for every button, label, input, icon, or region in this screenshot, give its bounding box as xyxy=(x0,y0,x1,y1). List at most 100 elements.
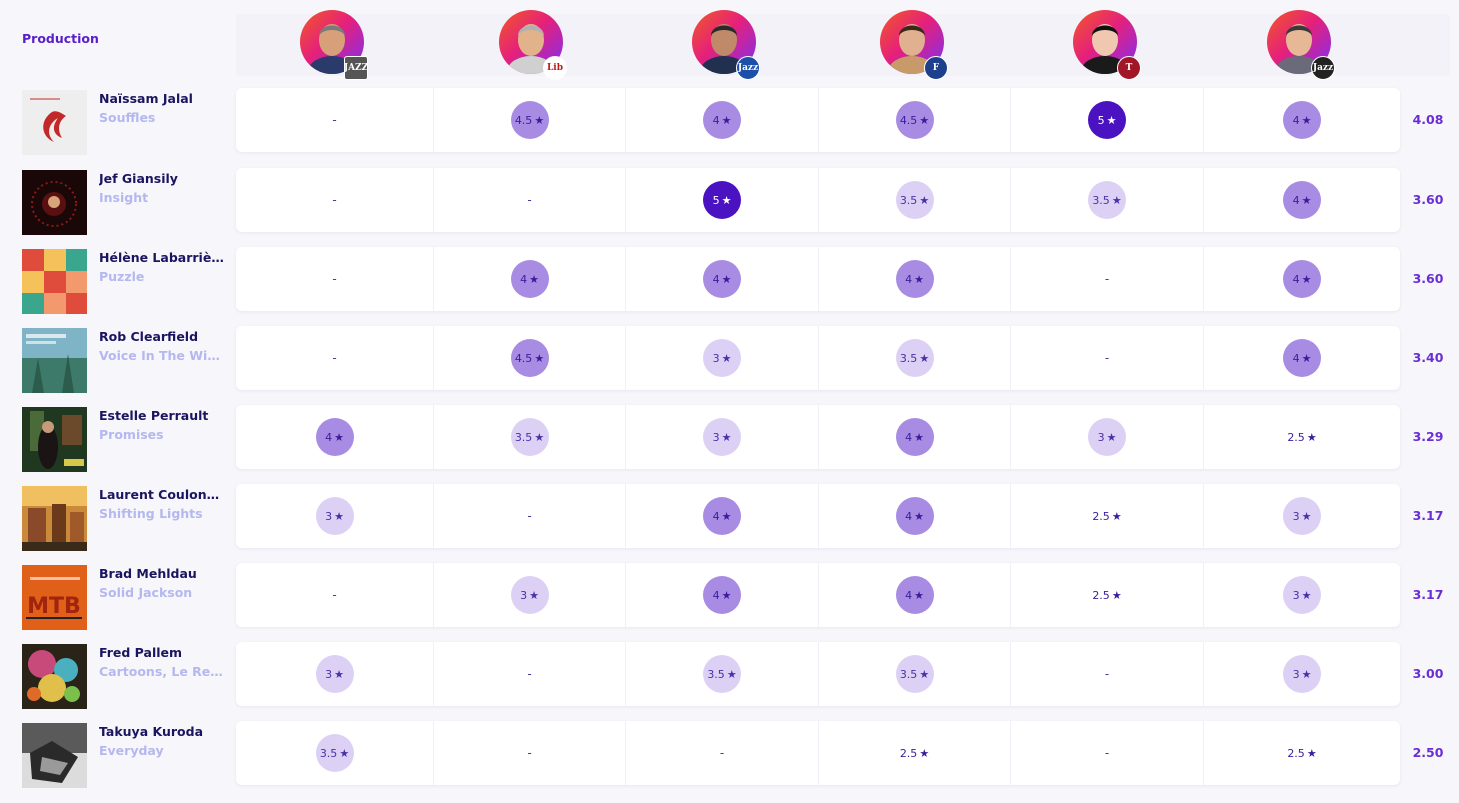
rating-badge[interactable]: 2.5 ★ xyxy=(1287,747,1316,760)
rating-badge[interactable]: 2.5 ★ xyxy=(900,747,929,760)
album-cover[interactable] xyxy=(22,170,87,235)
table-row[interactable]: MTB Brad Mehldau Solid Jackson - 3 ★ 4 ★ 4 ★ 2.5 ★ 3… xyxy=(0,563,1459,630)
rating-cell: 2.5 ★ xyxy=(1010,484,1203,548)
album-cover[interactable] xyxy=(22,723,87,788)
album-cover[interactable] xyxy=(22,328,87,393)
rating-badge[interactable]: 4 ★ xyxy=(1283,181,1321,219)
rating-badge[interactable]: 4 ★ xyxy=(1283,101,1321,139)
rating-badge[interactable]: 3.5 ★ xyxy=(895,339,934,377)
table-row[interactable]: Takuya Kuroda Everyday 3.5 ★ - -2.5 ★ -2.5 ★ 2.50 xyxy=(0,721,1459,788)
table-row[interactable]: Rob Clearfield Voice In The Wild... -4.5 ★ 3… xyxy=(0,326,1459,393)
rating-badge[interactable]: 3.5 ★ xyxy=(895,181,934,219)
rating-badge[interactable]: 4 ★ xyxy=(895,260,934,298)
rating-cell: - xyxy=(433,484,625,548)
album-title[interactable]: Insight xyxy=(99,190,149,205)
rating-badge[interactable]: 3 ★ xyxy=(1283,655,1321,693)
rating-badge[interactable]: 4.5 ★ xyxy=(510,339,549,377)
rating-cell: 4 ★ xyxy=(625,563,818,627)
rating-badge[interactable]: 3.5 ★ xyxy=(315,734,354,772)
rating-badge[interactable]: 4 ★ xyxy=(510,260,549,298)
rating-badge[interactable]: 3 ★ xyxy=(703,418,741,456)
critic-column-1[interactable]: JAZZ xyxy=(300,10,368,80)
critic-column-3[interactable]: Jazz xyxy=(692,10,760,80)
no-rating: - xyxy=(332,588,337,602)
album-title[interactable]: Solid Jackson xyxy=(99,585,193,600)
rating-value: 3 xyxy=(712,430,720,444)
rating-badge[interactable]: 4.5 ★ xyxy=(510,101,549,139)
rating-badge[interactable]: 3.5 ★ xyxy=(510,418,549,456)
rating-cell: - xyxy=(236,563,433,627)
rating-badge[interactable]: 4 ★ xyxy=(703,260,741,298)
critic-avatar[interactable] xyxy=(1073,10,1137,74)
album-cover[interactable] xyxy=(22,249,87,314)
table-row[interactable]: Naïssam Jalal Souffles -4.5 ★ 4 ★ 4.5 ★ 5 ★ 4 ★ 4.08 xyxy=(0,88,1459,155)
album-title[interactable]: Everyday xyxy=(99,743,164,758)
rating-badge[interactable]: 4 ★ xyxy=(703,497,741,535)
rating-badge[interactable]: 4 ★ xyxy=(895,576,934,614)
rating-badge[interactable]: 3 ★ xyxy=(1283,576,1321,614)
rating-badge[interactable]: 4.5 ★ xyxy=(895,101,934,139)
ratings-card: 3.5 ★ - -2.5 ★ -2.5 ★ xyxy=(236,721,1400,785)
rating-badge[interactable]: 5 ★ xyxy=(1088,101,1126,139)
artist-name[interactable]: Naïssam Jalal xyxy=(99,91,193,106)
rating-badge[interactable]: 3 ★ xyxy=(703,339,741,377)
rating-badge[interactable]: 5 ★ xyxy=(703,181,741,219)
star-icon: ★ xyxy=(721,588,732,602)
table-row[interactable]: Hélène Labarrière Puzzle -4 ★ 4 ★ 4 ★ -4 ★ 3.60 xyxy=(0,247,1459,314)
album-cover[interactable] xyxy=(22,644,87,709)
rating-badge[interactable]: 3 ★ xyxy=(510,576,549,614)
rating-badge[interactable]: 4 ★ xyxy=(703,576,741,614)
album-title[interactable]: Promises xyxy=(99,427,164,442)
rating-badge[interactable]: 3.5 ★ xyxy=(1088,181,1126,219)
artist-name[interactable]: Hélène Labarrière xyxy=(99,250,224,265)
rating-badge[interactable]: 2.5 ★ xyxy=(1092,510,1121,523)
rating-badge[interactable]: 3 ★ xyxy=(1283,497,1321,535)
artist-name[interactable]: Jef Giansily xyxy=(99,171,178,186)
artist-name[interactable]: Laurent Coulondre xyxy=(99,487,224,502)
table-row[interactable]: Jef Giansily Insight - -5 ★ 3.5 ★ 3.5 ★ 4 ★ 3.60 xyxy=(0,168,1459,235)
album-title[interactable]: Cartoons, Le Ret... xyxy=(99,664,223,679)
rating-badge[interactable]: 4 ★ xyxy=(1283,260,1321,298)
rating-value: 3.5 xyxy=(899,351,918,365)
rating-cell: 3.5 ★ xyxy=(818,326,1010,390)
star-icon: ★ xyxy=(529,588,539,602)
rating-badge[interactable]: 4 ★ xyxy=(895,497,934,535)
ratings-card: 4 ★ 3.5 ★ 3 ★ 4 ★ 3 ★ 2.5 ★ xyxy=(236,405,1400,469)
artist-name[interactable]: Rob Clearfield xyxy=(99,329,199,344)
rating-badge[interactable]: 2.5 ★ xyxy=(1287,431,1316,444)
rating-badge[interactable]: 4 ★ xyxy=(315,418,354,456)
artist-name[interactable]: Fred Pallem xyxy=(99,645,183,660)
album-cover[interactable]: MTB xyxy=(22,565,87,630)
rating-cell: 4 ★ xyxy=(1203,247,1400,311)
rating-badge[interactable]: 3 ★ xyxy=(315,655,354,693)
rating-value: 3 xyxy=(712,351,720,365)
rating-badge[interactable]: 3.5 ★ xyxy=(895,655,934,693)
rating-badge[interactable]: 4 ★ xyxy=(1283,339,1321,377)
album-cover[interactable] xyxy=(22,90,87,155)
critic-column-2[interactable]: Lib xyxy=(499,10,567,80)
rating-badge[interactable]: 4 ★ xyxy=(703,101,741,139)
album-cover[interactable] xyxy=(22,407,87,472)
rating-badge[interactable]: 4 ★ xyxy=(895,418,934,456)
artist-name[interactable]: Takuya Kuroda xyxy=(99,724,203,739)
rating-badge[interactable]: 2.5 ★ xyxy=(1092,589,1121,602)
album-title[interactable]: Shifting Lights xyxy=(99,506,203,521)
table-row[interactable]: Estelle Perrault Promises 4 ★ 3.5 ★ 3 ★ 4 ★ 3 ★ 2.5 ★… xyxy=(0,405,1459,472)
artist-name[interactable]: Estelle Perrault xyxy=(99,408,209,423)
album-title[interactable]: Souffles xyxy=(99,110,156,125)
album-title[interactable]: Voice In The Wild... xyxy=(99,348,223,363)
album-title[interactable]: Puzzle xyxy=(99,269,145,284)
artist-name[interactable]: Brad Mehldau xyxy=(99,566,197,581)
table-row[interactable]: Fred Pallem Cartoons, Le Ret... 3 ★ -3.5 ★ 3.5… xyxy=(0,642,1459,709)
table-row[interactable]: Laurent Coulondre Shifting Lights 3 ★ - 4 ★ 4 ★ 2… xyxy=(0,484,1459,551)
critic-avatar[interactable] xyxy=(692,10,756,74)
rating-badge[interactable]: 3 ★ xyxy=(315,497,354,535)
critic-column-5[interactable]: T xyxy=(1073,10,1141,80)
album-cover[interactable] xyxy=(22,486,87,551)
rating-value: 4 xyxy=(905,509,913,523)
critic-column-4[interactable]: F xyxy=(880,10,948,80)
rating-badge[interactable]: 3.5 ★ xyxy=(703,655,741,693)
rating-badge[interactable]: 3 ★ xyxy=(1088,418,1126,456)
critic-column-6[interactable]: Jazz xyxy=(1267,10,1335,80)
rating-cell: 4.5 ★ xyxy=(433,88,625,152)
